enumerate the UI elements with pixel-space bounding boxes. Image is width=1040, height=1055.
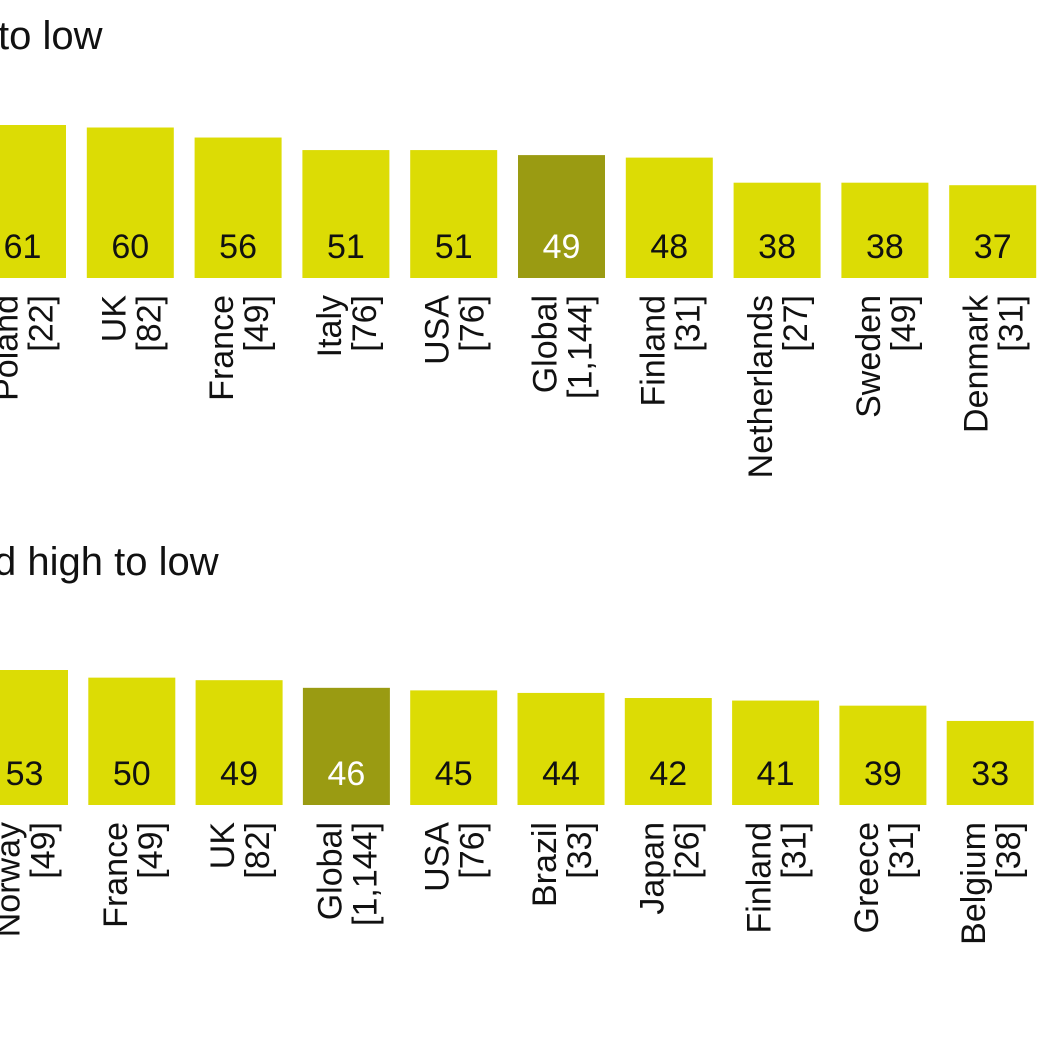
bar <box>302 150 390 278</box>
category-label: UK <box>95 295 133 343</box>
bar <box>732 700 820 805</box>
count-label: [76] <box>346 295 384 352</box>
bar <box>946 720 1034 805</box>
count-label: [82] <box>239 822 277 879</box>
bar <box>0 125 66 278</box>
count-label: [31] <box>776 822 814 879</box>
data-label: 38 <box>866 228 904 266</box>
count-label: [1,144] <box>562 295 600 399</box>
category-label: Global <box>527 295 565 393</box>
category-label: France <box>97 822 135 928</box>
count-label: [22] <box>23 295 61 352</box>
count-label: [76] <box>454 822 492 879</box>
chart-1: 61Poland[22]60UK[82]56France[49]51Italy[… <box>0 125 1037 478</box>
bar <box>195 680 283 805</box>
bar <box>841 182 929 278</box>
category-label: Japan <box>633 822 671 915</box>
bar <box>410 150 498 278</box>
category-label: Belgium <box>955 822 993 945</box>
data-label: 41 <box>757 755 795 793</box>
category-label: Greece <box>848 822 886 934</box>
data-label: 46 <box>327 755 365 793</box>
bar <box>733 182 821 278</box>
count-label: [76] <box>454 295 492 352</box>
chart-2: 53Norway[49]50France[49]49UK[82]46Global… <box>0 670 1034 945</box>
bar <box>86 127 174 278</box>
data-label: 49 <box>543 228 581 266</box>
count-label: [49] <box>238 295 276 352</box>
data-label: 42 <box>649 755 687 793</box>
data-label: 38 <box>758 228 796 266</box>
data-label: 51 <box>327 228 365 266</box>
count-label: [38] <box>990 822 1028 879</box>
data-label: 44 <box>542 755 580 793</box>
bar <box>88 677 176 805</box>
category-label: Norway <box>0 822 28 937</box>
category-label: Sweden <box>850 295 888 418</box>
category-label: USA <box>419 295 457 365</box>
category-label: Finland <box>634 295 672 407</box>
category-label: Netherlands <box>742 295 780 478</box>
bar <box>625 157 713 278</box>
category-label: Denmark <box>958 294 996 433</box>
bar <box>518 155 605 278</box>
count-label: [33] <box>561 822 599 879</box>
chart-2-title: d high to low <box>0 540 219 584</box>
chart-1-title: to low <box>0 14 103 58</box>
count-label: [49] <box>132 822 170 879</box>
data-label: 50 <box>113 755 151 793</box>
category-label: USA <box>419 822 457 892</box>
bar <box>0 670 68 805</box>
bar <box>949 185 1037 278</box>
count-label: [1,144] <box>346 822 384 926</box>
count-label: [27] <box>777 295 815 352</box>
data-label: 33 <box>971 755 1009 793</box>
count-label: [31] <box>883 822 921 879</box>
category-label: Italy <box>311 295 349 357</box>
count-label: [31] <box>993 295 1031 352</box>
data-label: 51 <box>435 228 473 266</box>
data-label: 45 <box>435 755 473 793</box>
count-label: [31] <box>669 295 707 352</box>
category-label: UK <box>204 822 242 870</box>
bar <box>624 698 712 805</box>
category-label: Poland <box>0 295 26 401</box>
data-label: 56 <box>219 228 257 266</box>
data-label: 60 <box>111 228 149 266</box>
category-label: Brazil <box>526 822 564 907</box>
data-label: 37 <box>974 228 1012 266</box>
bar <box>839 705 927 805</box>
category-label: France <box>203 295 241 401</box>
data-label: 48 <box>650 228 688 266</box>
count-label: [49] <box>25 822 63 879</box>
category-label: Finland <box>741 822 779 934</box>
bar <box>410 690 498 805</box>
data-label: 53 <box>6 755 44 793</box>
data-label: 61 <box>4 228 42 266</box>
count-label: [82] <box>130 295 168 352</box>
count-label: [49] <box>885 295 923 352</box>
bar <box>517 692 605 805</box>
bar <box>194 137 282 278</box>
data-label: 39 <box>864 755 902 793</box>
bar <box>302 687 390 805</box>
data-label: 49 <box>220 755 258 793</box>
category-label: Global <box>311 822 349 920</box>
count-label: [26] <box>668 822 706 879</box>
